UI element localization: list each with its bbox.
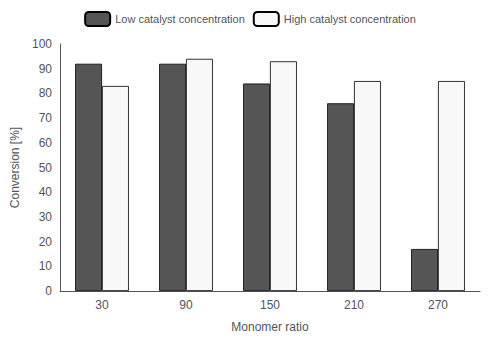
svg-text:60: 60 <box>39 136 53 150</box>
svg-text:80: 80 <box>39 86 53 100</box>
svg-text:Conversion [%]: Conversion [%] <box>8 127 22 208</box>
svg-text:90: 90 <box>39 62 53 76</box>
svg-text:30: 30 <box>39 210 53 224</box>
svg-text:50: 50 <box>39 161 53 175</box>
svg-text:20: 20 <box>39 235 53 249</box>
svg-text:0: 0 <box>45 284 52 298</box>
svg-text:Low catalyst concentration: Low catalyst concentration <box>115 13 245 25</box>
svg-text:10: 10 <box>39 259 53 273</box>
svg-text:100: 100 <box>32 37 52 51</box>
svg-text:70: 70 <box>39 111 53 125</box>
svg-text:150: 150 <box>260 298 280 312</box>
svg-text:Monomer ratio: Monomer ratio <box>231 320 309 334</box>
svg-text:270: 270 <box>428 298 448 312</box>
svg-text:High catalyst concentration: High catalyst concentration <box>284 13 416 25</box>
svg-text:210: 210 <box>344 298 364 312</box>
svg-text:40: 40 <box>39 185 53 199</box>
svg-text:30: 30 <box>95 298 109 312</box>
svg-text:90: 90 <box>179 298 193 312</box>
